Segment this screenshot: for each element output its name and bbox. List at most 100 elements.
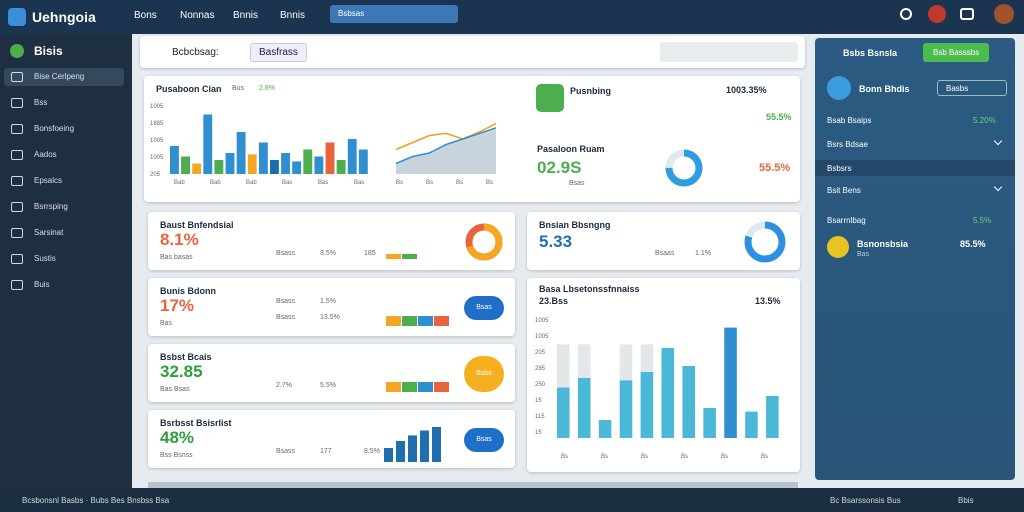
stat: 3.5%	[320, 250, 336, 257]
x-label: Bab	[210, 180, 221, 186]
x-label: Bs	[456, 180, 463, 186]
menu-item[interactable]: Buis	[34, 280, 50, 289]
row-value: 5.20%	[973, 116, 996, 125]
y-label: 1005	[150, 104, 164, 110]
menu-icon	[11, 176, 23, 186]
toolbar: Bcbcbsag: Basfrass	[140, 36, 805, 68]
button[interactable]: Bsb Basssbs	[923, 43, 990, 62]
card: Bnsian Bbsngng 5.33 Bsaas 1.1%	[527, 212, 800, 270]
avatar[interactable]	[928, 5, 946, 23]
row-value: 5.5%	[973, 216, 992, 225]
strip	[402, 254, 417, 259]
y-label: 15	[535, 430, 542, 436]
x-label: Bs	[681, 454, 688, 460]
menu-icon	[11, 254, 23, 264]
strip	[386, 254, 401, 259]
x-label: Bas	[282, 180, 292, 186]
avatar[interactable]	[994, 4, 1014, 24]
select[interactable]: Basbs	[937, 80, 1007, 96]
card-title: Baust Bnfendsial	[160, 220, 234, 230]
strip	[434, 382, 449, 392]
bar	[214, 160, 224, 174]
bar	[170, 146, 179, 174]
bar	[203, 114, 213, 174]
kpi-title: Pusnbing	[570, 86, 611, 96]
status-text: Bbis	[958, 496, 974, 505]
card-title: Bnsian Bbsngng	[539, 220, 611, 230]
panel-title: Bsbs Bsnsla	[843, 48, 898, 58]
item-name: Bsnonsbsia	[857, 239, 909, 249]
icon[interactable]	[960, 8, 974, 20]
x-label: Bab	[246, 180, 257, 186]
x-label: Bas	[318, 180, 328, 186]
menu-item[interactable]: Epsalcs	[34, 176, 63, 185]
nav-item[interactable]: Bnnis	[233, 10, 259, 21]
bar	[281, 153, 290, 174]
x-label: Bs	[601, 454, 608, 460]
menu-icon	[11, 202, 23, 212]
profile-name: Bonn Bhdis	[859, 84, 910, 94]
bar	[325, 142, 335, 174]
bar	[598, 420, 612, 438]
bar	[619, 380, 633, 438]
bar	[247, 154, 257, 174]
bar	[358, 149, 368, 174]
donut	[465, 223, 503, 261]
x-label: Bab	[174, 180, 185, 186]
sub: Bas basas	[160, 254, 193, 261]
strip	[418, 316, 433, 326]
menu-item[interactable]: Aados	[34, 150, 57, 159]
ring-value	[744, 221, 786, 263]
kpi-value: 1003.35%	[726, 85, 767, 95]
y-label: 115	[535, 414, 545, 420]
stat: Bsass	[276, 250, 296, 257]
stat: 13.5%	[320, 314, 340, 321]
badge: Bsbs	[464, 356, 504, 392]
icon	[10, 44, 24, 58]
menu-item[interactable]: Sarsinat	[34, 228, 64, 237]
card-title: Basa Lbsetonssfnnaiss	[539, 284, 640, 294]
button[interactable]: Basfrass	[250, 43, 307, 62]
item-value: 85.5%	[960, 239, 986, 249]
bar	[724, 327, 737, 438]
row-label: Bsab Bsaips	[827, 116, 872, 125]
row-label: Bsarrnlbag	[827, 216, 866, 225]
ring-value	[665, 149, 703, 187]
search-dropdown[interactable]: Bsbsas	[330, 5, 458, 23]
icon	[536, 84, 564, 112]
bar	[703, 408, 716, 438]
status-text: Bcsbonsnl Basbs · Bubs Bes Bnsbss Bsa	[22, 496, 170, 505]
stat: 1.5%	[320, 298, 336, 305]
card: Bsrbsst Bsisrlist 48% Bss Bsnss Bsass 177 8.5…	[148, 410, 515, 468]
section-bar	[815, 160, 1015, 176]
strip	[402, 316, 417, 326]
legend: 2.8%	[259, 85, 275, 92]
menu-item[interactable]: Bise Cerlpeng	[34, 72, 85, 81]
strip	[434, 316, 449, 326]
search-box[interactable]	[660, 42, 798, 62]
menu-item[interactable]: Sustis	[34, 254, 56, 263]
nav-item[interactable]: Nonnas	[180, 10, 215, 21]
row-label: Bsit Bens	[827, 186, 861, 195]
brand: Uehngoia	[32, 9, 96, 25]
bar	[192, 163, 202, 174]
strip	[386, 382, 401, 392]
menu-item[interactable]: Bonsfoeing	[34, 124, 75, 133]
bar	[336, 160, 346, 174]
line	[395, 127, 497, 165]
value: 17%	[160, 296, 195, 315]
search-icon[interactable]	[900, 8, 912, 20]
menu-item[interactable]: Bsrrsping	[34, 202, 68, 211]
chart-card: Basa Lbsetonssfnnaiss 23.Bss 13.5% 1005 1…	[527, 278, 800, 472]
value: 8.1%	[160, 230, 199, 249]
card: Baust Bnfendsial 8.1% Bas basas Bsass 3.5% 18…	[148, 212, 515, 270]
menu-item[interactable]: Bss	[34, 98, 48, 107]
kpi-sub: 55.5%	[766, 112, 792, 122]
nav-item[interactable]: Bons	[134, 10, 157, 21]
card-title: Bunis Bdonn	[160, 286, 216, 296]
line-chart: Bs Bs Bs Bs	[395, 122, 497, 186]
status-text: Bc Bsarssonsis Bus	[830, 496, 901, 505]
donut	[665, 149, 703, 187]
nav-item[interactable]: Bnnis	[280, 10, 306, 21]
